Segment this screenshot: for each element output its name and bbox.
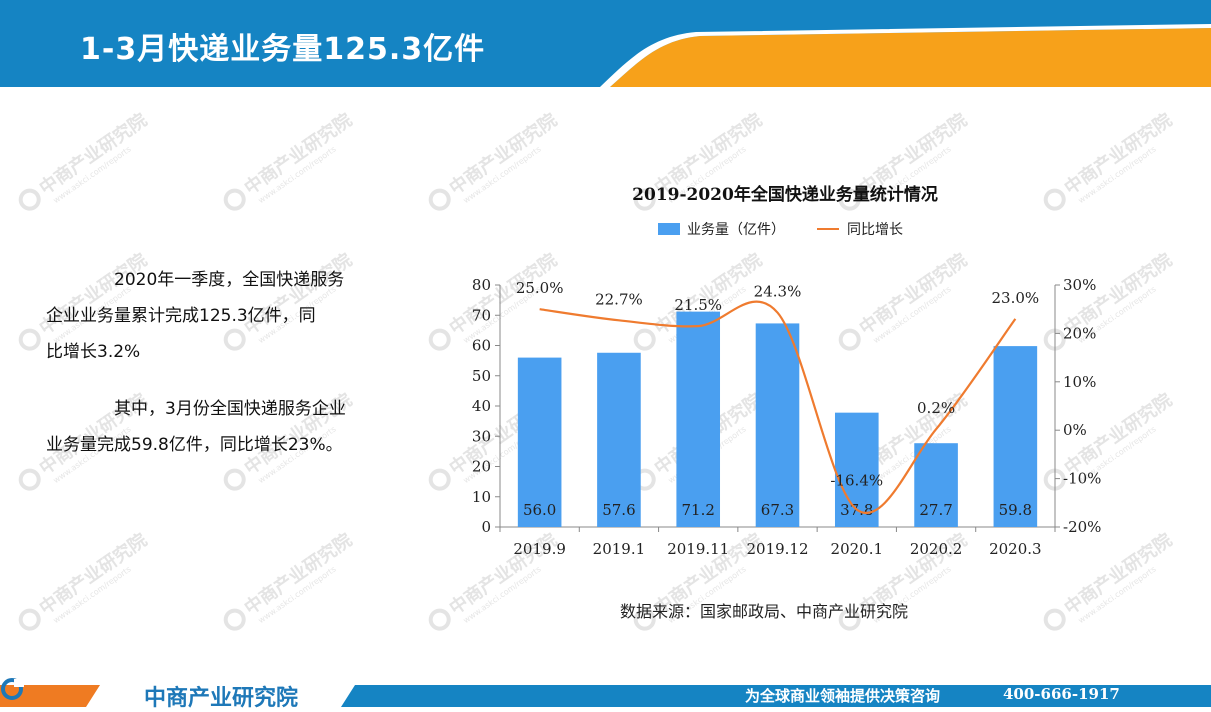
right-tick-label: -10% <box>1063 470 1101 488</box>
company-logo-text: 中商产业研究院 <box>144 686 299 711</box>
x-tick-label: 2019.1 <box>593 540 646 558</box>
left-tick-label: 70 <box>472 306 491 324</box>
summary-line: 2020年一季度，全国快递服务 <box>114 270 345 290</box>
bar-value-label: 27.7 <box>919 501 952 519</box>
legend-line-label: 同比增长 <box>847 222 903 238</box>
header-background <box>0 0 1211 87</box>
header-banner: 1-3月快递业务量125.3亿件 <box>0 0 1211 87</box>
company-logo-icon <box>1 678 24 700</box>
watermark-text: 中商产业研究院 <box>1060 109 1176 200</box>
bar-value-label: 57.6 <box>602 501 635 519</box>
x-tick-label: 2020.2 <box>910 540 963 558</box>
legend-bar-label: 业务量（亿件） <box>687 222 785 238</box>
watermark-text: 中商产业研究院 <box>240 529 356 620</box>
summary-line: 比增长3.2% <box>46 342 141 362</box>
growth-point-label: 24.3% <box>754 283 802 301</box>
x-tick-label: 2019.11 <box>667 540 729 558</box>
footer-bar: 中商产业研究院 为全球商业领袖提供决策咨询 400-666-1917 <box>0 677 1211 712</box>
left-tick-label: 10 <box>472 488 491 506</box>
summary-line: 业务量完成59.8亿件，同比增长23%。 <box>46 435 343 455</box>
bar <box>517 357 562 527</box>
bar-value-label: 59.8 <box>999 501 1032 519</box>
left-tick-label: 30 <box>472 427 491 445</box>
bar <box>676 311 721 527</box>
bar <box>597 352 641 527</box>
bar-value-label: 67.3 <box>761 501 794 519</box>
footer-phone: 400-666-1917 <box>1003 685 1120 703</box>
bar-value-label: 71.2 <box>682 501 715 519</box>
left-tick-label: 80 <box>472 276 491 294</box>
x-tick-label: 2020.3 <box>989 540 1042 558</box>
growth-point-label: 0.2% <box>917 399 955 417</box>
watermark-text: 中商产业研究院 <box>35 529 151 620</box>
right-tick-label: 30% <box>1063 276 1096 294</box>
bar <box>993 346 1038 527</box>
growth-line <box>539 300 1017 514</box>
summary-paragraph-1: 2020年一季度，全国快递服务 企业业务量累计完成125.3亿件，同 比增长3.… <box>46 262 425 370</box>
bar <box>914 443 958 527</box>
x-tick-label: 2020.1 <box>831 540 884 558</box>
growth-point-label: 23.0% <box>992 289 1040 307</box>
bar <box>834 412 879 527</box>
left-tick-label: 40 <box>472 397 491 415</box>
data-source: 数据来源：国家邮政局、中商产业研究院 <box>620 602 909 621</box>
summary-line: 企业业务量累计完成125.3亿件，同 <box>46 306 316 326</box>
footer-slogan: 为全球商业领袖提供决策咨询 <box>745 687 941 705</box>
bar <box>755 323 800 527</box>
left-tick-label: 60 <box>472 337 491 355</box>
x-tick-label: 2019.9 <box>513 540 566 558</box>
growth-point-label: 25.0% <box>516 279 564 297</box>
footer-background <box>0 685 1211 707</box>
growth-point-label: -16.4% <box>830 472 883 490</box>
x-tick-label: 2019.12 <box>746 540 808 558</box>
growth-point-label: 21.5% <box>674 296 722 314</box>
left-tick-label: 0 <box>481 518 491 536</box>
growth-point-label: 22.7% <box>595 290 643 308</box>
summary-text: 2020年一季度，全国快递服务 企业业务量累计完成125.3亿件，同 比增长3.… <box>46 262 425 484</box>
watermark-text: 中商产业研究院 <box>445 109 561 200</box>
left-tick-label: 20 <box>472 458 491 476</box>
right-tick-label: -20% <box>1063 518 1101 536</box>
watermark-text: 中商产业研究院 <box>240 109 356 200</box>
right-tick-label: 10% <box>1063 373 1096 391</box>
bar-value-label: 56.0 <box>523 501 556 519</box>
summary-paragraph-2: 其中，3月份全国快递服务企业 业务量完成59.8亿件，同比增长23%。 <box>46 391 425 463</box>
legend-bar-swatch <box>658 223 680 235</box>
chart: 业务量（亿件） 同比增长 0 10 20 30 40 50 60 70 80 -20% -10% 0% 10… <box>472 222 1102 558</box>
page-title: 1-3月快递业务量125.3亿件 <box>80 32 486 67</box>
left-tick-label: 50 <box>472 367 491 385</box>
watermark-text: 中商产业研究院 <box>35 109 151 200</box>
summary-line: 其中，3月份全国快递服务企业 <box>114 399 346 419</box>
right-tick-label: 20% <box>1063 324 1096 342</box>
right-tick-label: 0% <box>1063 421 1087 439</box>
chart-title: 2019-2020年全国快递业务量统计情况 <box>632 185 938 205</box>
